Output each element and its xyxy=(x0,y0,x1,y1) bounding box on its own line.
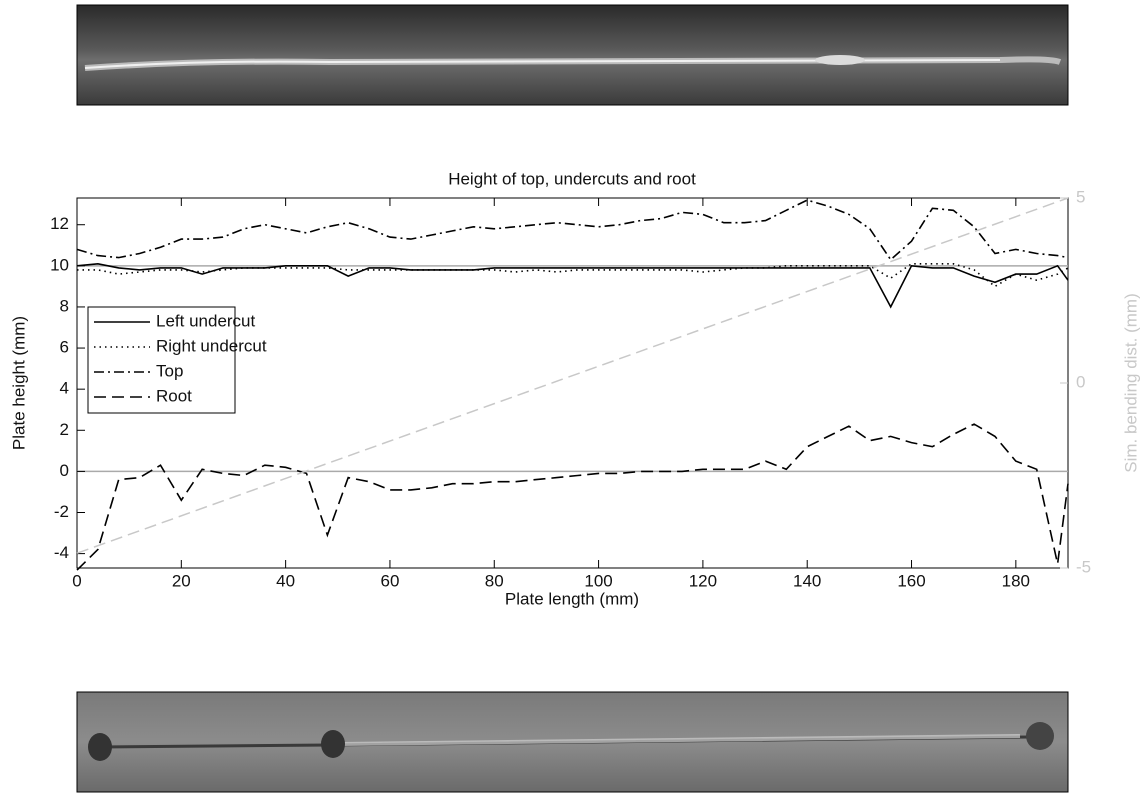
y-tick-label: 6 xyxy=(60,338,69,357)
y-tick-label: 12 xyxy=(50,214,69,233)
legend-label: Top xyxy=(156,361,183,380)
plot: 0 20 40 60 80 100 120 140 160 180 -4 -2 0 2 4 6 8 10 12 -5 0… xyxy=(50,187,1091,590)
series-line xyxy=(76,423,1069,571)
y2-tick-label: 0 xyxy=(1076,372,1085,391)
chart-title: Height of top, undercuts and root xyxy=(448,169,696,188)
x-tick-label: 20 xyxy=(172,571,191,590)
x-tick-label: 180 xyxy=(1002,571,1030,590)
y-tick-label: -2 xyxy=(54,502,69,521)
legend-label: Right undercut xyxy=(156,336,267,355)
x-tick-label: 100 xyxy=(584,571,612,590)
y2-tick-label: -5 xyxy=(1076,557,1091,576)
series-line xyxy=(76,262,1069,309)
x-axis-label: Plate length (mm) xyxy=(505,589,639,608)
series-line xyxy=(76,197,1069,554)
y2-axis-label: Sim. bending dist. (mm) xyxy=(1121,293,1140,473)
y2-tick-label: 5 xyxy=(1076,187,1085,206)
x-tick-label: 140 xyxy=(793,571,821,590)
legend-label: Root xyxy=(156,386,192,405)
y-tick-label: 8 xyxy=(60,296,69,315)
y-tick-label: 4 xyxy=(60,379,69,398)
x-tick-label: 160 xyxy=(897,571,925,590)
legend-label: Left undercut xyxy=(156,311,256,330)
legend-box xyxy=(87,306,236,414)
y-axis-label: Plate height (mm) xyxy=(9,316,28,450)
y-tick-label: -4 xyxy=(54,543,69,562)
top-photo xyxy=(76,4,1069,106)
x-tick-label: 0 xyxy=(72,571,81,590)
series-line xyxy=(76,199,1069,261)
x-tick-label: 120 xyxy=(689,571,717,590)
bottom-photo xyxy=(76,691,1069,793)
x-tick-label: 40 xyxy=(276,571,295,590)
x-tick-label: 80 xyxy=(485,571,504,590)
x-tick-label: 60 xyxy=(380,571,399,590)
y-tick-label: 2 xyxy=(60,420,69,439)
y-tick-label: 10 xyxy=(50,255,69,274)
y-tick-label: 0 xyxy=(60,461,69,480)
